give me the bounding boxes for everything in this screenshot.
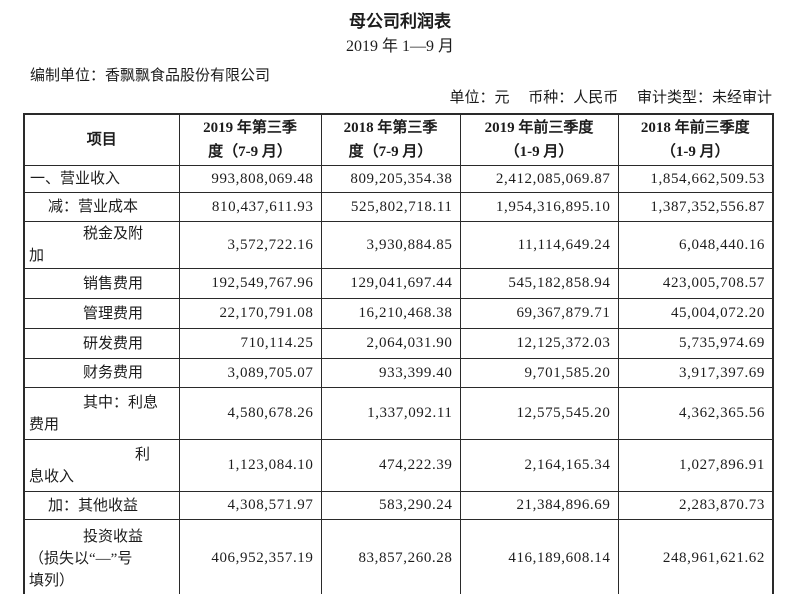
table-row: 利 息收入 1,123,084.10 474,222.39 2,164,165.… xyxy=(23,439,774,492)
column-header-2018-ytd: 2018 年前三季度 （1-9 月） xyxy=(617,113,774,166)
cell-value: 423,005,708.57 xyxy=(617,268,774,299)
cell-value: 3,089,705.07 xyxy=(178,358,322,388)
report-period: 2019 年 1—9 月 xyxy=(345,38,454,55)
column-header-item: 项目 xyxy=(23,113,180,166)
cell-value: 9,701,585.20 xyxy=(459,358,619,388)
cell-value: 1,123,084.10 xyxy=(178,439,322,492)
cell-value: 22,170,791.08 xyxy=(178,298,322,329)
column-header-2019-q3: 2019 年第三季 度（7-9 月） xyxy=(178,113,322,166)
cell-value: 2,283,870.73 xyxy=(617,491,774,520)
row-label: 减：营业成本 xyxy=(23,192,180,222)
cell-value: 1,337,092.11 xyxy=(320,387,461,440)
column-header-2019-ytd: 2019 年前三季度 （1-9 月） xyxy=(459,113,619,166)
cell-value: 583,290.24 xyxy=(320,491,461,520)
cell-value: 809,205,354.38 xyxy=(320,165,461,193)
table-row: 销售费用 192,549,767.96 129,041,697.44 545,1… xyxy=(23,268,774,299)
cell-value: 933,399.40 xyxy=(320,358,461,388)
cell-value: 406,952,357.19 xyxy=(178,519,322,594)
row-label: 加：其他收益 xyxy=(23,491,180,520)
cell-value: 4,308,571.97 xyxy=(178,491,322,520)
table-row: 税金及附 加 3,572,722.16 3,930,884.85 11,114,… xyxy=(23,221,774,269)
cell-value: 810,437,611.93 xyxy=(178,192,322,222)
currency-label: 币种：人民币 xyxy=(528,90,619,106)
cell-value: 2,164,165.34 xyxy=(459,439,619,492)
audit-type-label: 审计类型：未经审计 xyxy=(636,90,772,106)
cell-value: 525,802,718.11 xyxy=(320,192,461,222)
cell-value: 3,917,397.69 xyxy=(617,358,774,388)
column-header-2018-q3: 2018 年第三季 度（7-9 月） xyxy=(320,113,461,166)
cell-value: 6,048,440.16 xyxy=(617,221,774,269)
row-label: 一、营业收入 xyxy=(23,165,180,193)
cell-value: 45,004,072.20 xyxy=(617,298,774,329)
row-label: 投资收益 （损失以“—”号 填列） xyxy=(23,519,180,594)
table-row: 研发费用 710,114.25 2,064,031.90 12,125,372.… xyxy=(23,328,774,359)
row-label: 管理费用 xyxy=(23,298,180,329)
cell-value: 12,575,545.20 xyxy=(459,387,619,440)
cell-value: 5,735,974.69 xyxy=(617,328,774,359)
cell-value: 69,367,879.71 xyxy=(459,298,619,329)
cell-value: 4,362,365.56 xyxy=(617,387,774,440)
cell-value: 129,041,697.44 xyxy=(320,268,461,299)
cell-value: 545,182,858.94 xyxy=(459,268,619,299)
table-row: 减：营业成本 810,437,611.93 525,802,718.11 1,9… xyxy=(23,192,774,222)
table-header-row: 项目 2019 年第三季 度（7-9 月） 2018 年第三季 度（7-9 月）… xyxy=(23,113,774,166)
row-label: 税金及附 加 xyxy=(23,221,180,269)
cell-value: 1,027,896.91 xyxy=(617,439,774,492)
cell-value: 16,210,468.38 xyxy=(320,298,461,329)
table-row: 加：其他收益 4,308,571.97 583,290.24 21,384,89… xyxy=(23,491,774,520)
prepared-by-line: 编制单位：香飘飘食品股份有限公司 xyxy=(30,68,271,84)
cell-value: 3,930,884.85 xyxy=(320,221,461,269)
cell-value: 1,854,662,509.53 xyxy=(617,165,774,193)
cell-value: 192,549,767.96 xyxy=(178,268,322,299)
table-row: 管理费用 22,170,791.08 16,210,468.38 69,367,… xyxy=(23,298,774,329)
row-label: 研发费用 xyxy=(23,328,180,359)
row-label: 销售费用 xyxy=(23,268,180,299)
cell-value: 2,412,085,069.87 xyxy=(459,165,619,193)
cell-value: 416,189,608.14 xyxy=(459,519,619,594)
cell-value: 474,222.39 xyxy=(320,439,461,492)
cell-value: 248,961,621.62 xyxy=(617,519,774,594)
unit-label: 单位：元 xyxy=(449,90,510,106)
page-title: 母公司利润表 xyxy=(349,12,451,31)
unit-info-line: 单位：元 币种：人民币 审计类型：未经审计 xyxy=(0,88,800,108)
cell-value: 3,572,722.16 xyxy=(178,221,322,269)
cell-value: 4,580,678.26 xyxy=(178,387,322,440)
cell-value: 21,384,896.69 xyxy=(459,491,619,520)
cell-value: 1,954,316,895.10 xyxy=(459,192,619,222)
cell-value: 993,808,069.48 xyxy=(178,165,322,193)
income-statement-table: 项目 2019 年第三季 度（7-9 月） 2018 年第三季 度（7-9 月）… xyxy=(23,113,774,594)
cell-value: 11,114,649.24 xyxy=(459,221,619,269)
cell-value: 12,125,372.03 xyxy=(459,328,619,359)
table-row: 其中：利息 费用 4,580,678.26 1,337,092.11 12,57… xyxy=(23,387,774,440)
table-row: 财务费用 3,089,705.07 933,399.40 9,701,585.2… xyxy=(23,358,774,388)
row-label: 利 息收入 xyxy=(23,439,180,492)
cell-value: 83,857,260.28 xyxy=(320,519,461,594)
row-label: 财务费用 xyxy=(23,358,180,388)
table-row: 一、营业收入 993,808,069.48 809,205,354.38 2,4… xyxy=(23,165,774,193)
row-label: 其中：利息 费用 xyxy=(23,387,180,440)
cell-value: 2,064,031.90 xyxy=(320,328,461,359)
cell-value: 710,114.25 xyxy=(178,328,322,359)
cell-value: 1,387,352,556.87 xyxy=(617,192,774,222)
table-row: 投资收益 （损失以“—”号 填列） 406,952,357.19 83,857,… xyxy=(23,519,774,594)
